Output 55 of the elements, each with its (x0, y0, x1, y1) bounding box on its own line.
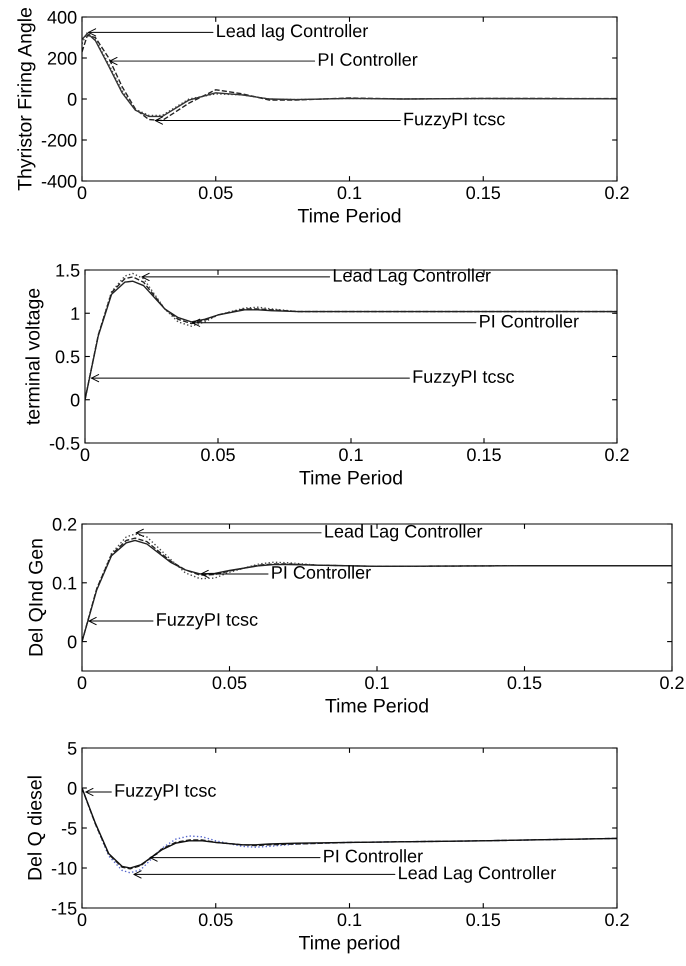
x-tick-label: 0.15 (467, 448, 501, 462)
annotation: PI Controller (324, 849, 423, 862)
y-tick-label: 0 (68, 782, 76, 795)
x-axis-title: Time Period (298, 208, 400, 223)
y-tick-label: 0.1 (52, 576, 76, 590)
x-tick-label: 0.15 (466, 913, 500, 926)
annotation: FuzzyPI tcsc (116, 784, 216, 800)
y-tick-label: -5 (62, 822, 76, 835)
y-tick-label: 200 (48, 52, 76, 65)
annotation: Lead Lag Controller (399, 866, 556, 883)
x-axis-title: Time Period (299, 470, 402, 485)
annotation: FuzzyPI tcsc (157, 613, 258, 630)
x-tick-label: 0.15 (508, 676, 542, 690)
annotation: FuzzyPI tcsc (404, 112, 505, 129)
annotation: PI Controller (318, 52, 418, 66)
x-tick-label: 0.15 (466, 186, 500, 200)
y-tick-label: -200 (42, 134, 76, 147)
x-tick-label: 0.1 (338, 913, 362, 926)
y-axis-title: Thyristor Firing Angle (17, 8, 36, 190)
y-tick-label: 0 (70, 394, 80, 406)
x-axis-title: Time Period (325, 698, 428, 713)
x-tick-label: 0.05 (201, 448, 235, 462)
y-tick-label: 400 (47, 10, 76, 24)
y-tick-label: 0 (68, 636, 76, 648)
annotation: PI Controller (272, 566, 371, 579)
x-tick-label: 0.05 (212, 676, 246, 690)
x-axis-title: Time period (298, 935, 400, 954)
y-tick-label: 0.5 (56, 350, 80, 364)
x-tick-label: 0.1 (339, 448, 363, 462)
y-tick-label: 0 (68, 92, 76, 106)
y-tick-label: -0.5 (50, 436, 80, 450)
x-tick-label: 0.2 (605, 186, 629, 200)
x-tick-label: 0.2 (605, 913, 629, 926)
x-tick-label: 0.1 (338, 186, 362, 200)
y-tick-label: 5 (68, 742, 76, 755)
y-axis-title: Del QInd Gen (28, 539, 46, 656)
y-axis-title: Del Q diesel (27, 776, 46, 880)
y-tick-label: 1.5 (56, 264, 80, 277)
annotation: FuzzyPI tcsc (414, 370, 514, 387)
x-tick-label: 0.05 (198, 186, 233, 200)
annotation: PI Controller (480, 314, 579, 328)
y-tick-label: 0.2 (52, 518, 76, 531)
y-tick-label: -10 (52, 862, 76, 875)
x-tick-label: 0 (80, 448, 90, 462)
y-axis-title: terminal voltage (25, 288, 44, 425)
x-tick-label: 0.2 (605, 448, 629, 462)
y-tick-label: -400 (42, 174, 76, 188)
annotation: Lead Lag Controller (334, 268, 491, 286)
annotation: Lead lag Controller (217, 24, 368, 41)
x-tick-label: 0.1 (365, 676, 389, 690)
y-tick-label: -15 (52, 902, 76, 915)
annotation: Lead Lag Controller (325, 524, 482, 542)
y-tick-label: 1 (71, 307, 80, 320)
x-tick-label: 0.05 (198, 913, 233, 926)
x-tick-label: 0.2 (660, 676, 684, 690)
